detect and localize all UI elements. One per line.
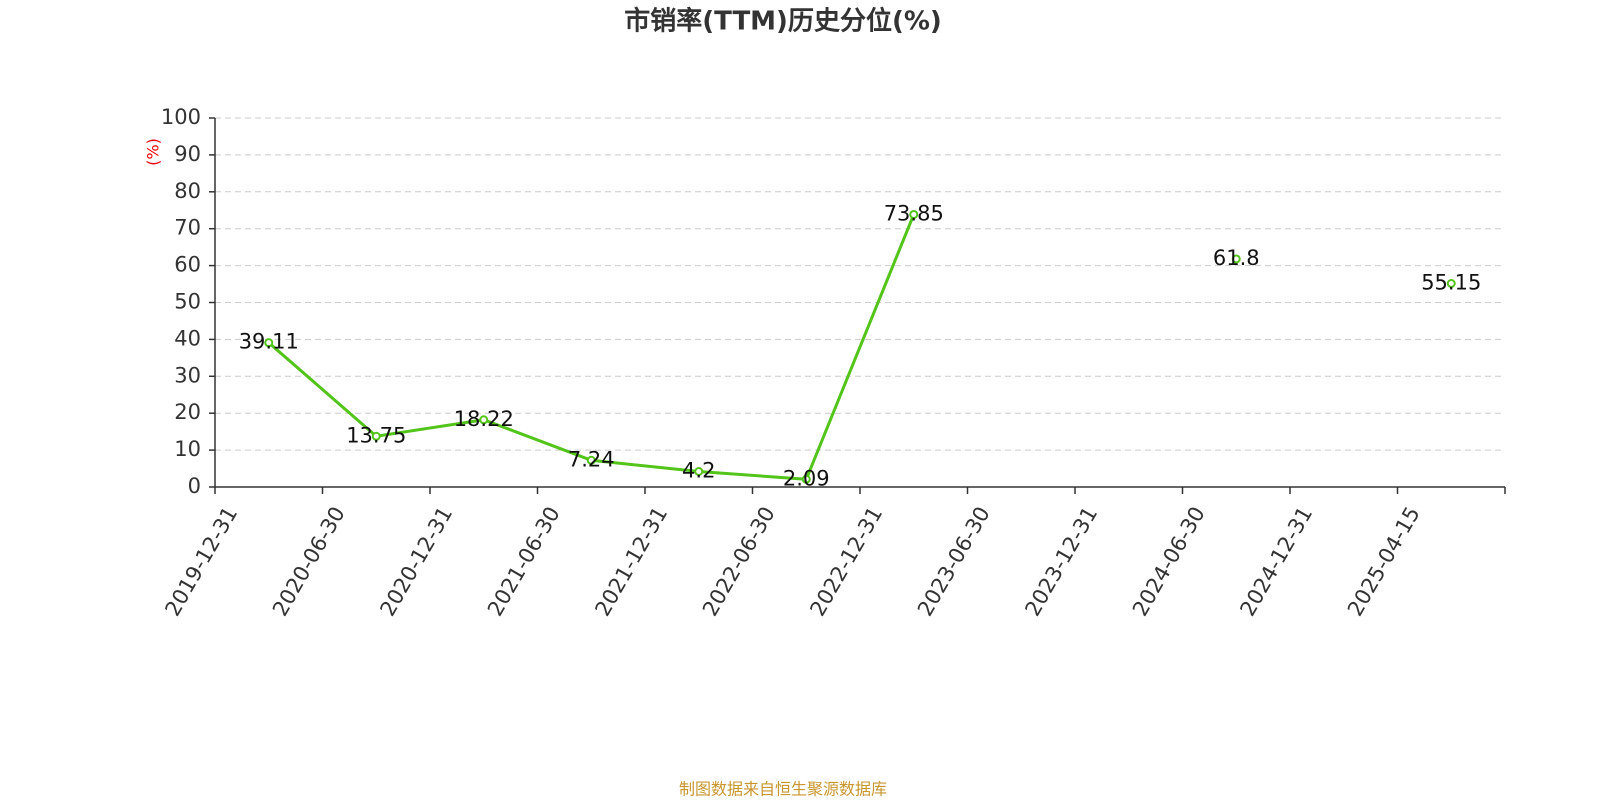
x-tick-label: 2025-04-15: [1343, 503, 1425, 621]
y-tick-label: 30: [174, 363, 201, 387]
data-point: [694, 467, 704, 477]
data-point: [909, 209, 919, 219]
data-label: 2.09: [783, 466, 830, 490]
data-point: [264, 338, 274, 348]
x-tick-label: 2022-12-31: [805, 503, 887, 621]
data-point: [586, 455, 596, 465]
data-label: 73.85: [884, 201, 944, 225]
y-tick-label: 20: [174, 400, 201, 424]
y-tick-label: 10: [174, 437, 201, 461]
x-tick-label: 2024-06-30: [1128, 503, 1210, 621]
data-line: [269, 214, 1452, 479]
data-point: [371, 431, 381, 441]
x-tick-label: 2024-12-31: [1235, 503, 1317, 621]
y-tick-label: 0: [188, 474, 201, 498]
y-tick-label: 40: [174, 326, 201, 350]
x-tick-label: 2023-12-31: [1020, 503, 1102, 621]
x-tick-label: 2022-06-30: [698, 503, 780, 621]
data-point: [479, 415, 489, 425]
y-tick-label: 80: [174, 179, 201, 203]
y-tick-label: 100: [161, 105, 201, 129]
x-tick-label: 2020-12-31: [375, 503, 457, 621]
x-tick-label: 2019-12-31: [160, 503, 242, 621]
chart-title: 市销率(TTM)历史分位(%): [624, 6, 942, 37]
x-tick-label: 2020-06-30: [268, 503, 350, 621]
data-point: [1231, 254, 1241, 264]
data-label: 18.22: [454, 407, 514, 431]
data-point: [801, 474, 811, 484]
data-label: 13.75: [346, 423, 406, 447]
y-tick-label: 70: [174, 216, 201, 240]
data-point: [1446, 278, 1456, 288]
data-label: 7.24: [568, 447, 615, 471]
y-tick-label: 90: [174, 142, 201, 166]
x-tick-label: 2023-06-30: [913, 503, 995, 621]
data-label: 55.15: [1421, 270, 1481, 294]
x-tick-label: 2021-06-30: [483, 503, 565, 621]
y-tick-label: 60: [174, 253, 201, 277]
y-tick-label: 50: [174, 290, 201, 314]
data-label: 61.8: [1213, 246, 1260, 270]
data-label: 4.2: [682, 459, 715, 483]
x-tick-label: 2021-12-31: [590, 503, 672, 621]
footer-source: 制图数据来自恒生聚源数据库: [679, 780, 887, 799]
data-label: 39.11: [239, 330, 299, 354]
y-axis-label: (%): [144, 138, 163, 166]
